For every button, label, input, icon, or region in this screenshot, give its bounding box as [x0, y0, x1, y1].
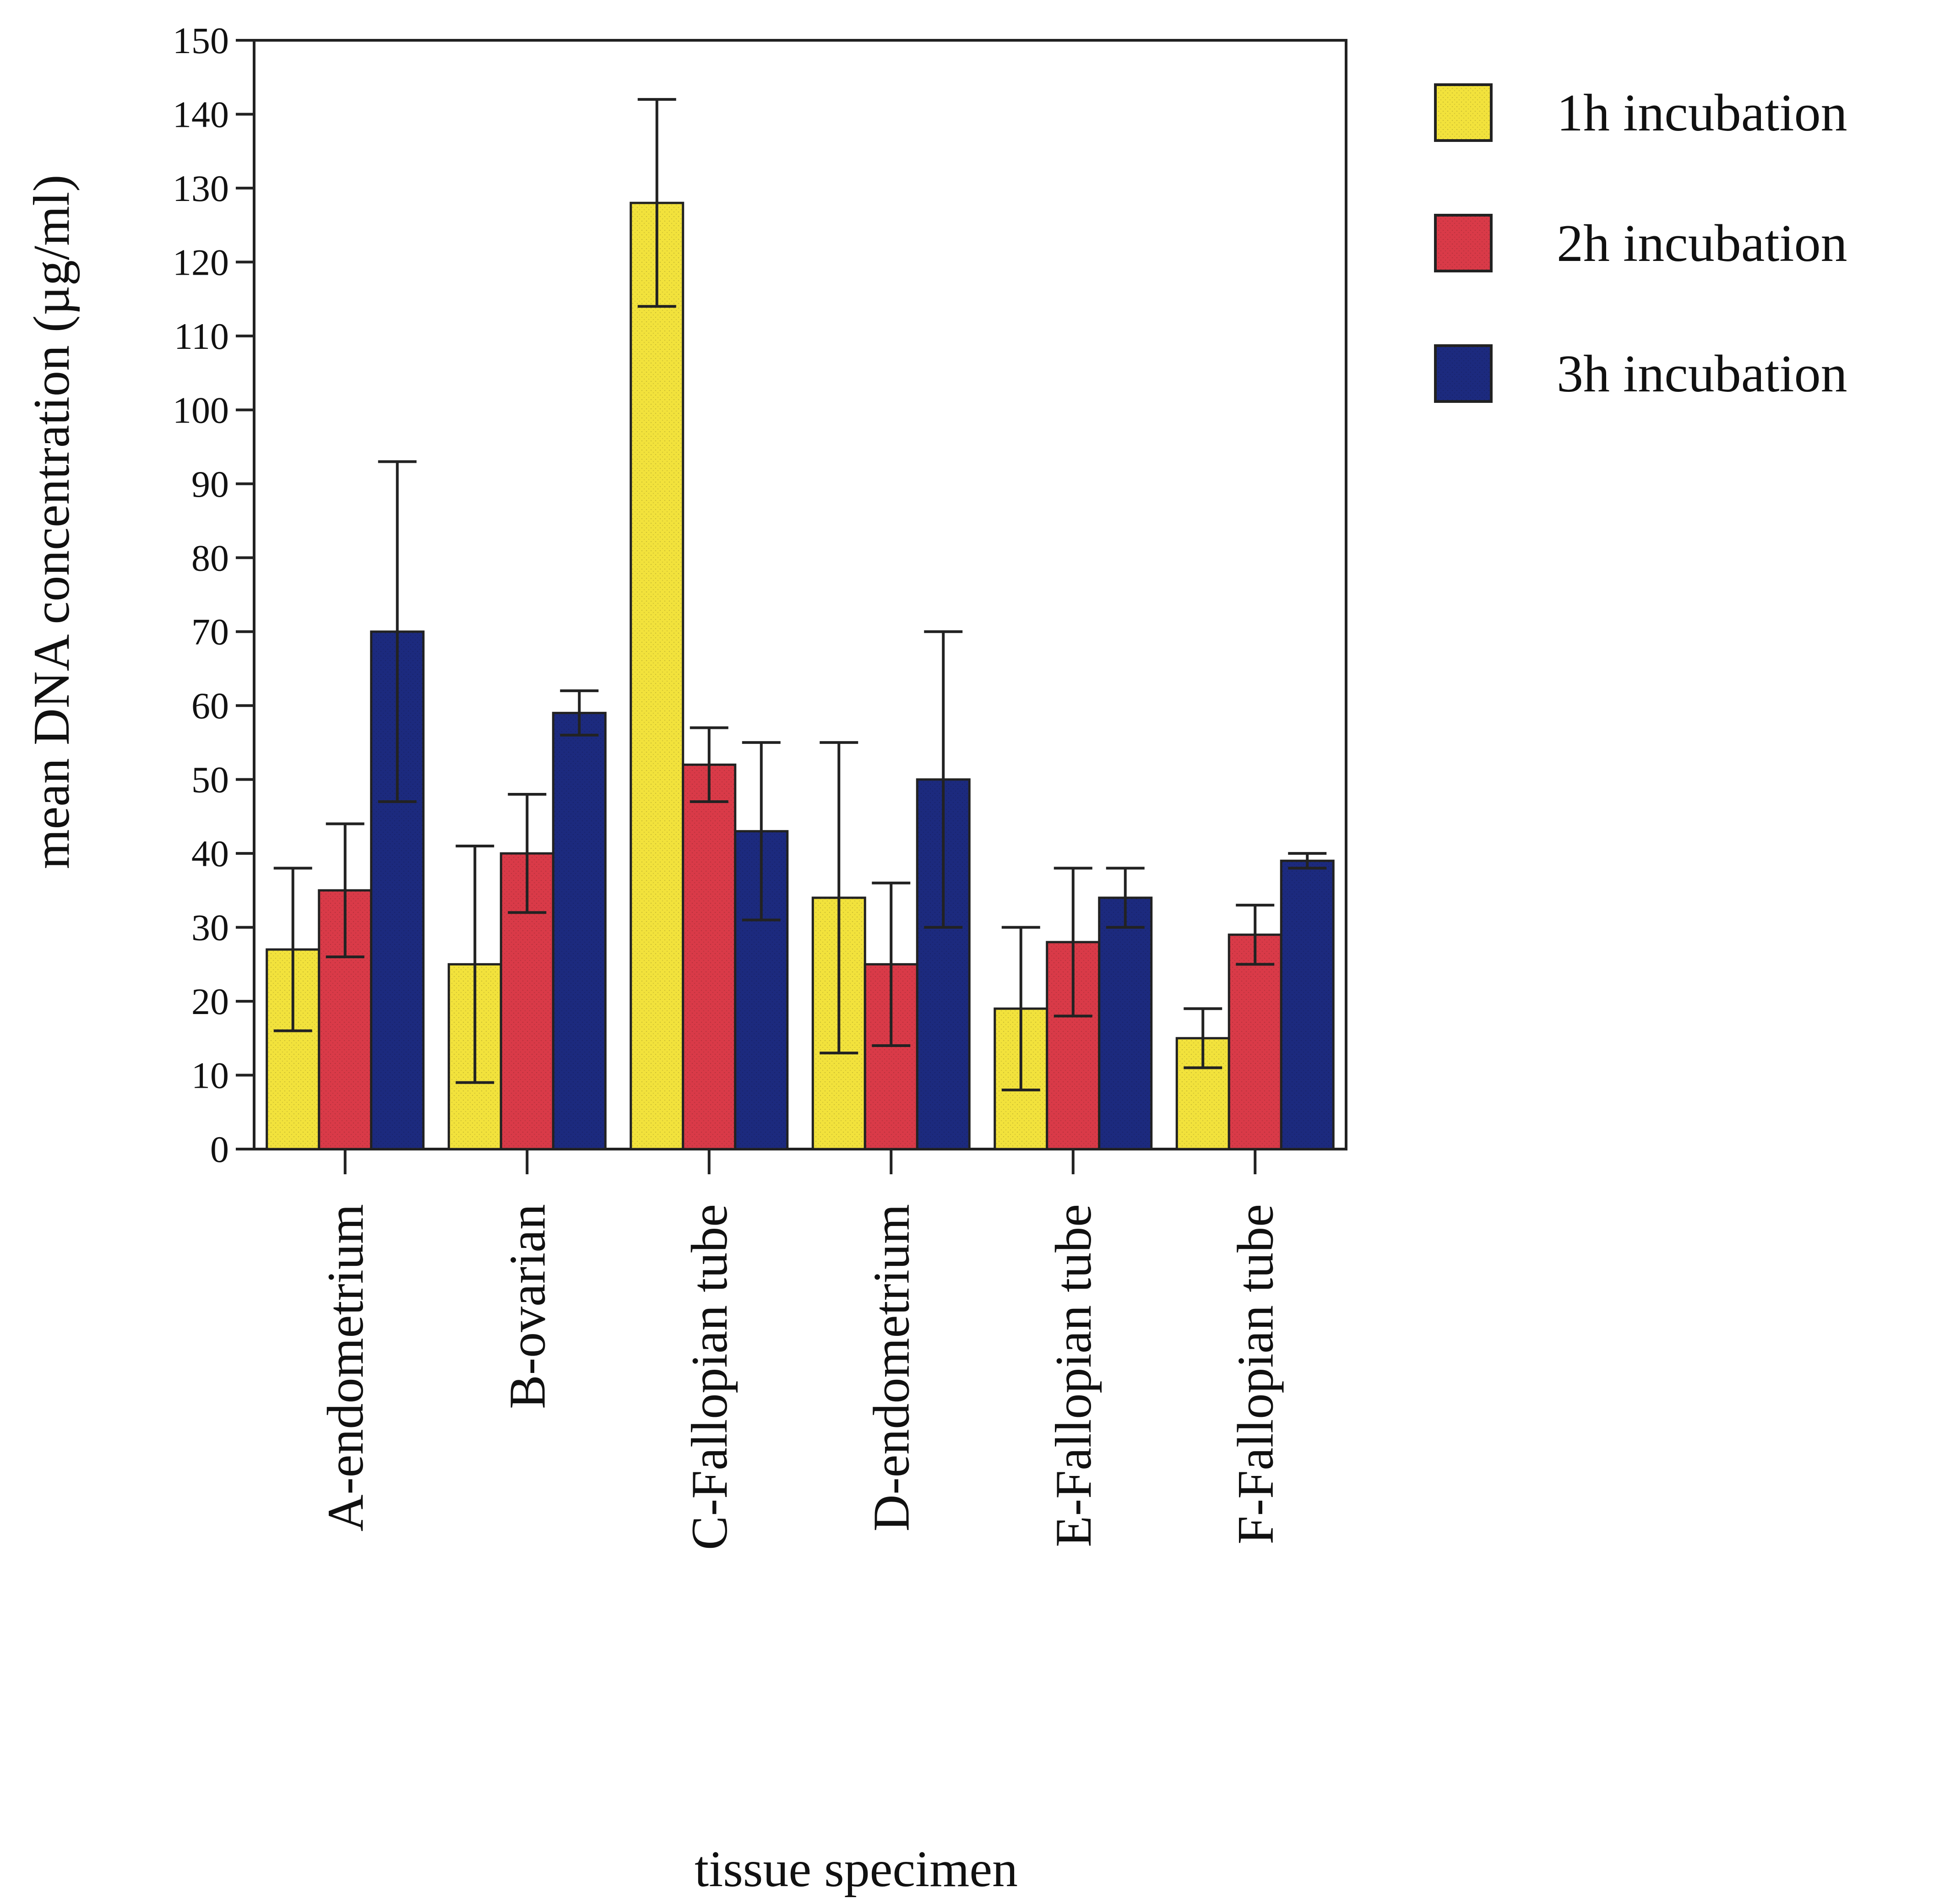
y-axis-title: mean DNA concentration (µg/ml) [23, 175, 80, 869]
y-tick-label: 30 [191, 907, 229, 949]
plot-frame [253, 39, 1347, 1150]
y-axis: 0 10 20 30 40 50 60 70 80 90 100 110 120 130 140 150 [173, 20, 254, 1170]
bar-texture [1281, 861, 1334, 1149]
y-tick-label: 140 [173, 93, 229, 135]
x-tick-label: D-endometrium [863, 1204, 920, 1531]
y-tick-label: 40 [191, 833, 229, 874]
y-tick-label: 60 [191, 685, 229, 727]
legend-label: 3h incubation [1557, 345, 1847, 403]
bar-texture [630, 203, 683, 1150]
legend-swatch-texture [1435, 215, 1491, 271]
x-tick-label: C-Fallopian tube [681, 1204, 738, 1550]
bar-group [1175, 852, 1335, 1150]
y-tick-label: 90 [191, 463, 229, 505]
bar-group [630, 98, 789, 1150]
legend-swatch-texture [1435, 85, 1491, 141]
y-tick-label: 20 [191, 981, 229, 1022]
bar-group [266, 460, 425, 1150]
x-tick-label: B-ovarian [499, 1204, 556, 1409]
bar-group [447, 689, 607, 1150]
bar-texture [683, 765, 735, 1149]
x-axis-title: tissue specimen [695, 1841, 1018, 1898]
legend-label: 2h incubation [1557, 214, 1847, 273]
y-tick-label: 120 [173, 241, 229, 283]
bar-group [994, 867, 1153, 1150]
bar-group [811, 630, 971, 1150]
bar-groups [266, 98, 1335, 1150]
legend-label: 1h incubation [1557, 84, 1847, 142]
x-tick-label: A-endometrium [317, 1204, 374, 1531]
x-tick-label: F-Fallopian tube [1227, 1204, 1284, 1544]
bar-texture [553, 713, 606, 1149]
legend-item: 1h incubation [1434, 83, 1847, 142]
y-tick-label: 50 [191, 759, 229, 801]
y-tick-label: 110 [174, 315, 229, 357]
y-tick-label: 0 [210, 1128, 229, 1170]
y-tick-label: 70 [191, 611, 229, 653]
bar-texture [1099, 898, 1152, 1149]
legend-swatch-texture [1435, 346, 1491, 401]
y-tick-label: 80 [191, 537, 229, 579]
legend-item: 2h incubation [1434, 214, 1847, 273]
y-tick-label: 100 [173, 389, 229, 431]
legend: 1h incubation 2h incubation 3h incubation [1434, 83, 1847, 403]
bar-texture [1229, 934, 1282, 1149]
plot-border [253, 39, 1347, 1150]
y-tick-label: 10 [191, 1055, 229, 1096]
y-tick-label: 150 [173, 20, 229, 61]
y-tick-label: 130 [173, 168, 229, 209]
x-axis: A-endometrium B-ovarian C-Fallopian tube D-… [317, 1149, 1284, 1550]
legend-item: 3h incubation [1434, 344, 1847, 403]
x-tick-label: E-Fallopian tube [1045, 1204, 1102, 1547]
